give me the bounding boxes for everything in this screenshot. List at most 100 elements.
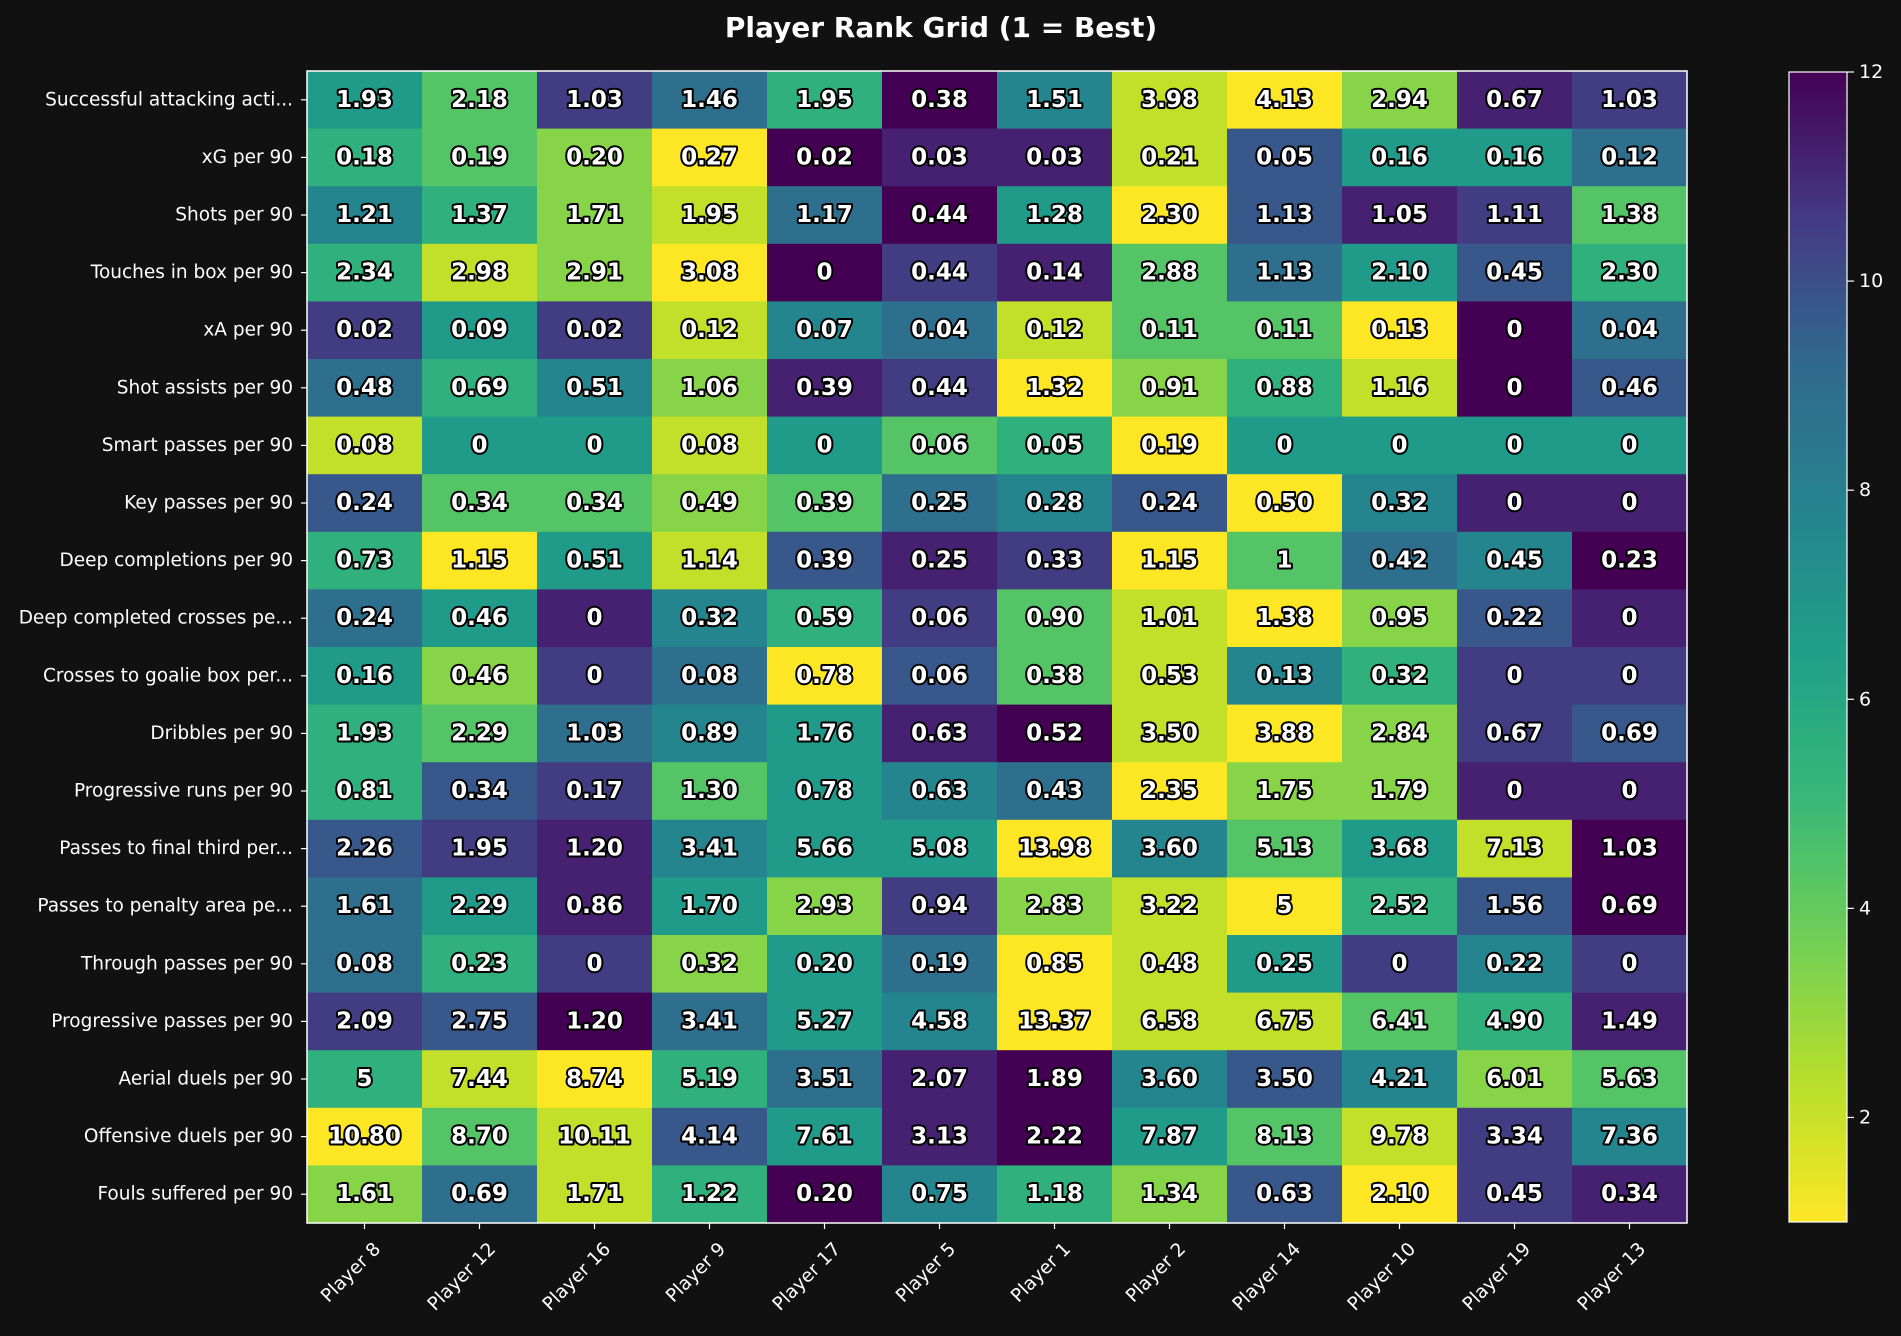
heatmap-cell: [307, 416, 423, 475]
heatmap-cell: [1457, 474, 1573, 533]
cell-value-label: 0.34: [1601, 1181, 1658, 1207]
cell-value-label: 0.32: [1371, 663, 1428, 689]
heatmap-cell: [422, 1050, 538, 1109]
heatmap-cell: [1572, 647, 1688, 706]
heatmap-cell: [767, 416, 883, 475]
cell-value-label: 2.84: [1371, 720, 1428, 746]
row-label: Passes to penalty area pe...: [37, 896, 293, 917]
heatmap-cell: [1342, 416, 1458, 475]
cell-value-label: 0: [586, 951, 602, 977]
cell-value-label: 10.80: [328, 1124, 401, 1150]
heatmap-cell: [1572, 243, 1688, 302]
heatmap-cell: [422, 301, 538, 360]
heatmap-cell: [537, 71, 653, 130]
cell-value-label: 2.29: [451, 720, 508, 746]
heatmap-cell: [767, 301, 883, 360]
heatmap-cell: [1572, 992, 1688, 1051]
heatmap-cell: [767, 186, 883, 245]
heatmap-cell: [1572, 819, 1688, 878]
heatmap-cell: [537, 935, 653, 994]
cell-value-label: 0: [1621, 951, 1637, 977]
heatmap-cell: [882, 1107, 998, 1166]
cell-value-label: 3.34: [1486, 1124, 1543, 1150]
cell-value-label: 0: [816, 260, 832, 286]
row-label: Progressive runs per 90: [74, 781, 293, 802]
heatmap-cell: [1342, 1050, 1458, 1109]
heatmap-cell: [1572, 762, 1688, 821]
cell-value-label: 1.93: [336, 87, 393, 113]
cell-value-label: 0.78: [796, 778, 853, 804]
cell-value-label: 0.85: [1026, 951, 1083, 977]
heatmap-cell: [1342, 186, 1458, 245]
heatmap-cell: [1227, 704, 1343, 763]
heatmap-cell: [767, 243, 883, 302]
heatmap-cell: [1457, 531, 1573, 590]
heatmap-cell: [882, 128, 998, 187]
row-label: Fouls suffered per 90: [97, 1184, 293, 1205]
column-label: Player 19: [1459, 1239, 1535, 1315]
heatmap-cell: [537, 128, 653, 187]
cell-value-label: 3.41: [681, 1008, 738, 1034]
heatmap-cells: 1.93 2.18 1.03 1.46 1.95 0.38 1.51 3.98 4.13 2.94…: [307, 71, 1688, 1224]
heatmap-cell: [1227, 1107, 1343, 1166]
cell-value-label: 0.02: [336, 317, 393, 343]
cell-value-label: 0.44: [911, 202, 968, 228]
heatmap-cell: [1227, 186, 1343, 245]
heatmap-cell: [652, 301, 768, 360]
heatmap-cell: [1572, 704, 1688, 763]
heatmap-cell: [1112, 301, 1228, 360]
colorbar-tick-label: 12: [1859, 61, 1883, 83]
heatmap-cell: [652, 531, 768, 590]
colorbar-tick-label: 4: [1859, 897, 1871, 919]
heatmap-cell: [307, 992, 423, 1051]
heatmap-cell: [1457, 416, 1573, 475]
cell-value-label: 0.50: [1256, 490, 1313, 516]
heatmap-cell: [1457, 704, 1573, 763]
column-label: Player 17: [769, 1239, 845, 1315]
row-label: xG per 90: [202, 147, 293, 168]
cell-value-label: 0.24: [1141, 490, 1198, 516]
cell-value-label: 5.63: [1601, 1066, 1658, 1092]
cell-value-label: 5.66: [796, 836, 853, 862]
cell-value-label: 0: [1506, 663, 1522, 689]
heatmap-cell: [1342, 935, 1458, 994]
cell-value-label: 0.04: [1601, 317, 1658, 343]
heatmap-cell: [652, 704, 768, 763]
cell-value-label: 2.30: [1601, 260, 1658, 286]
row-label: Deep completed crosses pe...: [19, 608, 293, 629]
heatmap-cell: [422, 1165, 538, 1224]
cell-value-label: 1.16: [1371, 375, 1428, 401]
heatmap-cell: [1112, 474, 1228, 533]
cell-value-label: 1.03: [566, 87, 623, 113]
heatmap-cell: [1572, 1165, 1688, 1224]
heatmap-cell: [767, 71, 883, 130]
heatmap-cell: [997, 877, 1113, 936]
heatmap-cell: [997, 992, 1113, 1051]
cell-value-label: 0.43: [1026, 778, 1083, 804]
heatmap-cell: [652, 877, 768, 936]
cell-value-label: 0: [586, 605, 602, 631]
heatmap-cell: [422, 647, 538, 706]
cell-value-label: 0.24: [336, 605, 393, 631]
cell-value-label: 8.70: [451, 1124, 508, 1150]
heatmap-cell: [307, 647, 423, 706]
heatmap-cell: [997, 819, 1113, 878]
heatmap-cell: [422, 243, 538, 302]
cell-value-label: 1.95: [681, 202, 738, 228]
heatmap-cell: [767, 819, 883, 878]
heatmap-cell: [537, 531, 653, 590]
heatmap-cell: [307, 531, 423, 590]
heatmap-cell: [537, 186, 653, 245]
heatmap-cell: [422, 71, 538, 130]
heatmap-cell: [1112, 1050, 1228, 1109]
heatmap-cell: [1342, 877, 1458, 936]
cell-value-label: 0.02: [566, 317, 623, 343]
cell-value-label: 2.35: [1141, 778, 1198, 804]
row-label: Dribbles per 90: [150, 723, 293, 744]
cell-value-label: 0.95: [1371, 605, 1428, 631]
cell-value-label: 1.13: [1256, 202, 1313, 228]
cell-value-label: 0.52: [1026, 720, 1083, 746]
cell-value-label: 0.09: [451, 317, 508, 343]
heatmap-cell: [652, 992, 768, 1051]
cell-value-label: 0.39: [796, 375, 853, 401]
